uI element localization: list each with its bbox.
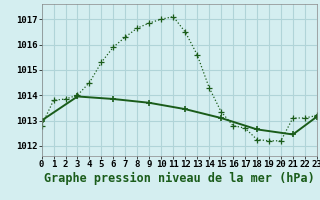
X-axis label: Graphe pression niveau de la mer (hPa): Graphe pression niveau de la mer (hPa) [44,172,315,185]
